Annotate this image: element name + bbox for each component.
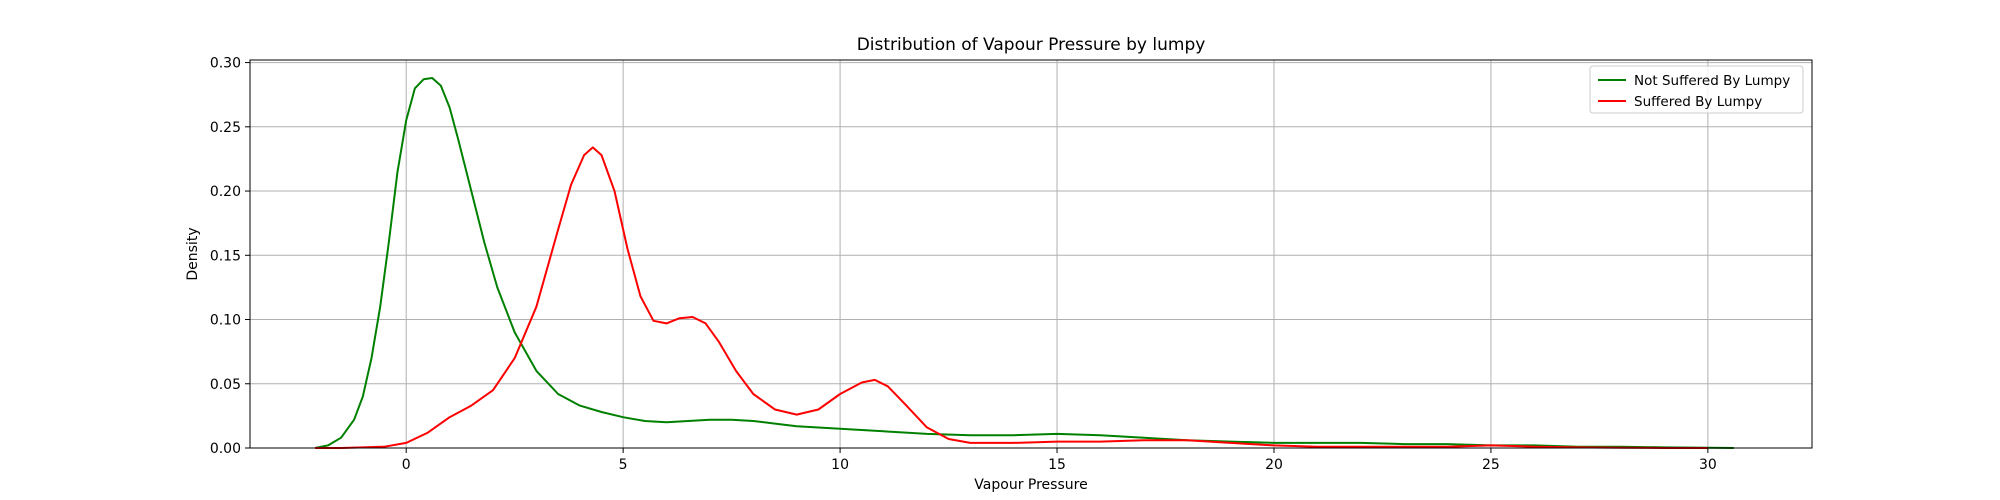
y-tick-label: 0.25 (210, 120, 241, 136)
grid-layer (250, 60, 1812, 449)
chart-title: Distribution of Vapour Pressure by lumpy (857, 35, 1206, 55)
plot-frame (249, 59, 1813, 449)
y-tick-label: 0.05 (210, 377, 241, 393)
x-tick-label: 20 (1265, 457, 1283, 473)
series-line-suffered (315, 146, 1708, 449)
y-tick-label: 0.00 (210, 441, 241, 457)
y-tick-label: 0.10 (210, 313, 241, 329)
y-tick-label: 0.20 (210, 184, 241, 200)
x-axis-label: Vapour Pressure (974, 477, 1087, 493)
series-layer (314, 77, 1734, 449)
y-tick-label: 0.15 (210, 248, 241, 264)
x-tick-label: 10 (831, 457, 849, 473)
series-line-not-suffered (314, 77, 1734, 449)
legend-label: Suffered By Lumpy (1634, 94, 1762, 110)
x-tick-label: 30 (1699, 457, 1717, 473)
legend-label: Not Suffered By Lumpy (1634, 73, 1790, 89)
x-tick-label: 0 (402, 457, 411, 473)
ticks-layer: 0 5 10 15 20 25 30 0.00 0.05 0.10 0.15 0.20 0.25 0.30 (210, 56, 1717, 473)
x-tick-label: 15 (1048, 457, 1066, 473)
legend: Not Suffered By Lumpy Suffered By Lumpy (1589, 65, 1804, 114)
y-axis-label: Density (185, 227, 201, 280)
x-tick-label: 25 (1482, 457, 1500, 473)
y-tick-label: 0.30 (210, 56, 241, 72)
legend-box (1589, 65, 1804, 114)
x-tick-label: 5 (619, 457, 628, 473)
